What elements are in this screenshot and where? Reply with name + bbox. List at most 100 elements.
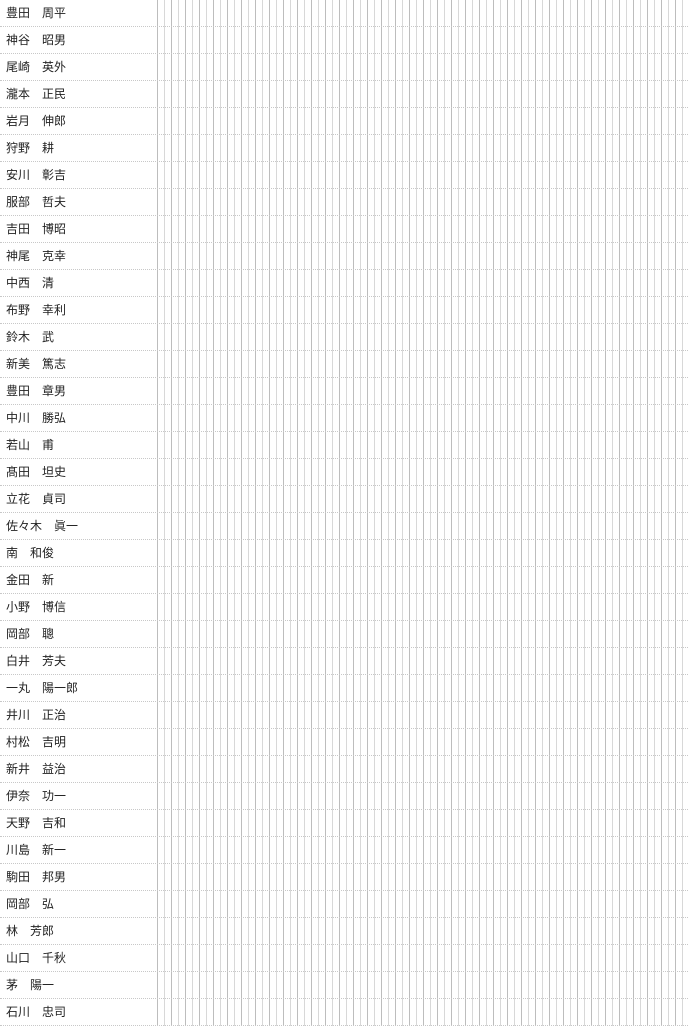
grid-line [486, 0, 487, 1026]
grid-line [437, 0, 438, 1026]
row-name-label: 鈴木 武 [6, 330, 55, 344]
row-name-label: 川島 新一 [6, 843, 67, 857]
grid-line [206, 0, 207, 1026]
row-name-label: 吉田 博昭 [6, 222, 67, 236]
grid-line [248, 0, 249, 1026]
row-name-label: 中川 勝弘 [6, 411, 67, 425]
grid-line [668, 0, 669, 1026]
row-name-label: 白井 芳夫 [6, 654, 67, 668]
gantt-row: 金田 新 [0, 567, 688, 594]
grid-line [234, 0, 235, 1026]
grid-line [297, 0, 298, 1026]
grid-line [605, 0, 606, 1026]
row-name-label: 一丸 陽一郎 [6, 681, 79, 695]
grid-line [479, 0, 480, 1026]
gantt-row: 佐々木 眞一 [0, 513, 688, 540]
grid-line [570, 0, 571, 1026]
grid-line [556, 0, 557, 1026]
gantt-row: 吉田 博昭 [0, 216, 688, 243]
gantt-row: 服部 哲夫 [0, 189, 688, 216]
row-name-label: 立花 貞司 [6, 492, 67, 506]
gantt-row: 岡部 弘 [0, 891, 688, 918]
grid-line [220, 0, 221, 1026]
row-name-label: 駒田 邦男 [6, 870, 67, 884]
row-name-label: 岩月 伸郎 [6, 114, 67, 128]
grid-line [402, 0, 403, 1026]
row-name-label: 村松 吉明 [6, 735, 67, 749]
grid-line [661, 0, 662, 1026]
grid-line [633, 0, 634, 1026]
gantt-row: 村松 吉明 [0, 729, 688, 756]
row-name-label: 伊奈 功一 [6, 789, 67, 803]
gantt-row: 川島 新一 [0, 837, 688, 864]
grid-line [675, 0, 676, 1026]
grid-line [472, 0, 473, 1026]
row-name-label: 安川 彰吉 [6, 168, 67, 182]
grid-line [388, 0, 389, 1026]
row-name-label: 豊田 周平 [6, 6, 67, 20]
gantt-row: 若山 甫 [0, 432, 688, 459]
row-name-label: 豊田 章男 [6, 384, 67, 398]
row-name-label: 新美 篤志 [6, 357, 67, 371]
gantt-row: 新井 益治 [0, 756, 688, 783]
grid-line [514, 0, 515, 1026]
grid-line [409, 0, 410, 1026]
row-name-label: 尾崎 英外 [6, 60, 67, 74]
gantt-row: 山口 千秋 [0, 945, 688, 972]
gantt-row: 小野 博信 [0, 594, 688, 621]
gantt-row: 瀧本 正民 [0, 81, 688, 108]
grid-line [444, 0, 445, 1026]
grid-line [367, 0, 368, 1026]
gantt-row: 林 芳郎 [0, 918, 688, 945]
grid-line [430, 0, 431, 1026]
grid-line [171, 0, 172, 1026]
row-name-label: 服部 哲夫 [6, 195, 67, 209]
grid-line [528, 0, 529, 1026]
grid-line [178, 0, 179, 1026]
grid-line [304, 0, 305, 1026]
grid-line [626, 0, 627, 1026]
grid-line [647, 0, 648, 1026]
grid-line [325, 0, 326, 1026]
gantt-row: 中川 勝弘 [0, 405, 688, 432]
gantt-row: 髙田 坦史 [0, 459, 688, 486]
row-name-label: 新井 益治 [6, 762, 67, 776]
row-name-label: 中西 清 [6, 276, 55, 290]
grid-line [500, 0, 501, 1026]
grid-line [276, 0, 277, 1026]
row-name-label: 金田 新 [6, 573, 55, 587]
grid-line [416, 0, 417, 1026]
grid-line [542, 0, 543, 1026]
gantt-row: 神尾 克幸 [0, 243, 688, 270]
gantt-row: 豊田 周平 [0, 0, 688, 27]
grid-line [381, 0, 382, 1026]
gantt-row: 茅 陽一 [0, 972, 688, 999]
row-name-label: 岡部 聰 [6, 627, 55, 641]
row-name-label: 山口 千秋 [6, 951, 67, 965]
grid-line [451, 0, 452, 1026]
row-name-label: 南 和俊 [6, 546, 55, 560]
grid-line [164, 0, 165, 1026]
grid-line [591, 0, 592, 1026]
row-name-label: 佐々木 眞一 [6, 519, 79, 533]
grid-line [423, 0, 424, 1026]
grid-line [521, 0, 522, 1026]
grid-line [185, 0, 186, 1026]
gantt-row: 新美 篤志 [0, 351, 688, 378]
row-name-label: 布野 幸利 [6, 303, 67, 317]
gantt-row: 立花 貞司 [0, 486, 688, 513]
grid-line [458, 0, 459, 1026]
row-name-label: 髙田 坦史 [6, 465, 67, 479]
gantt-row: 岡部 聰 [0, 621, 688, 648]
grid-line [199, 0, 200, 1026]
row-name-label: 井川 正治 [6, 708, 67, 722]
gantt-row: 尾崎 英外 [0, 54, 688, 81]
row-name-label: 神谷 昭男 [6, 33, 67, 47]
grid-line [283, 0, 284, 1026]
gantt-row: 鈴木 武 [0, 324, 688, 351]
row-name-label: 若山 甫 [6, 438, 55, 452]
grid-line [318, 0, 319, 1026]
gantt-row: 駒田 邦男 [0, 864, 688, 891]
row-name-label: 林 芳郎 [6, 924, 55, 938]
